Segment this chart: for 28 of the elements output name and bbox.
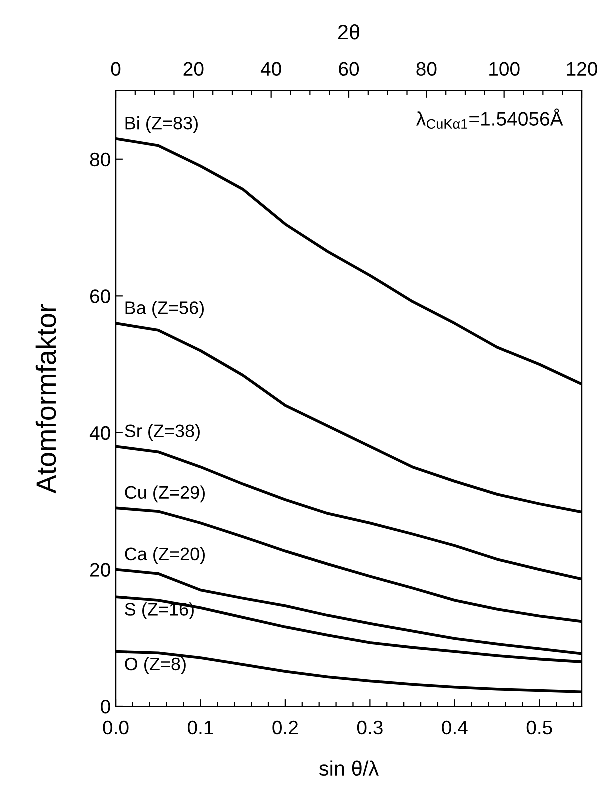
x-axis-title: sin θ/λ bbox=[319, 760, 379, 776]
y-tick-label: 60 bbox=[90, 290, 110, 304]
y-tick-label: 40 bbox=[90, 426, 110, 440]
x2-tick-label: 0 bbox=[111, 62, 121, 76]
x-tick-label: 0.3 bbox=[357, 720, 383, 735]
annotation: λ$_{CuKα1}$=1.54056Å bbox=[416, 108, 564, 129]
y-tick-label: 80 bbox=[90, 152, 110, 167]
y-axis-title: Atomformfaktor bbox=[36, 304, 56, 494]
x2-tick-label: 100 bbox=[490, 62, 520, 76]
series-label: Ca (Z=20) bbox=[125, 547, 205, 564]
x-tick-label: 0.5 bbox=[526, 720, 552, 735]
x2-tick-label: 120 bbox=[567, 62, 598, 76]
series-label: Ba (Z=56) bbox=[126, 301, 204, 318]
x-tick-label: 0.2 bbox=[272, 720, 298, 735]
x-tick-label: 0.0 bbox=[103, 720, 129, 735]
x2-tick-label: 60 bbox=[339, 62, 360, 76]
series-label: Cu (Z=29) bbox=[125, 486, 205, 503]
x2-axis-title: 2θ bbox=[338, 24, 360, 40]
series-label: Bi (Z=83) bbox=[126, 116, 198, 134]
x-tick-label: 0.4 bbox=[442, 720, 468, 735]
x2-tick-label: 20 bbox=[184, 62, 204, 76]
y-tick-label: 20 bbox=[90, 563, 110, 577]
y-tick-label: 0 bbox=[101, 700, 110, 714]
series-label: Sr (Z=38) bbox=[125, 424, 200, 442]
x2-tick-label: 40 bbox=[260, 62, 282, 76]
x-tick-label: 0.1 bbox=[188, 720, 214, 735]
x2-tick-label: 80 bbox=[416, 62, 437, 76]
series-label: O (Z=8) bbox=[125, 657, 186, 674]
